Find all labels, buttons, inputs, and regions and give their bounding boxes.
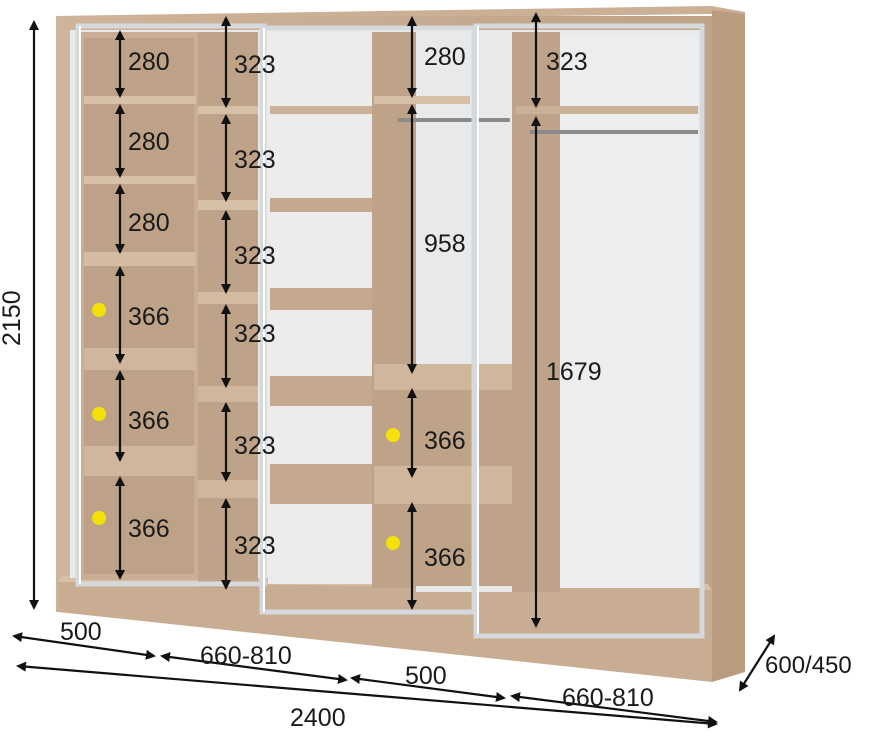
shelf	[84, 446, 196, 476]
col3-height-3: 366	[424, 427, 466, 455]
col4-height-2: 1679	[546, 358, 602, 386]
shelf	[84, 252, 196, 266]
middle-section	[268, 34, 372, 584]
marker-dot	[92, 511, 106, 525]
width-dimension-arrows	[12, 632, 776, 729]
column-2	[198, 32, 258, 588]
bottom-panel	[560, 588, 700, 606]
col2-height-5: 323	[234, 432, 276, 460]
hanging-rail	[530, 130, 698, 134]
depth-label: 600/450	[765, 652, 852, 679]
width-label-3: 500	[405, 662, 447, 690]
shelf	[84, 96, 196, 104]
col2-height-6: 323	[234, 532, 276, 560]
col3-height-4: 366	[424, 544, 466, 572]
col2-height-1: 323	[234, 51, 276, 79]
shelf	[374, 466, 512, 504]
col2-height-3: 323	[234, 242, 276, 270]
shelf	[270, 464, 372, 504]
marker-dot	[92, 303, 106, 317]
shelf	[270, 106, 372, 114]
sliding-door-frames	[75, 23, 705, 639]
col3-height-1: 280	[424, 43, 466, 71]
shelf	[374, 96, 470, 104]
column-3	[372, 32, 512, 592]
col4-height-1: 323	[546, 48, 588, 76]
shelf	[270, 376, 372, 406]
marker-dot	[386, 536, 400, 550]
total-width-label: 2400	[290, 704, 346, 732]
col2-height-2: 323	[234, 146, 276, 174]
total-height-label: 2150	[0, 290, 26, 346]
dimension-labels: 2150 280 280 280 366 366 366 323 323 323…	[0, 43, 852, 732]
shelf	[198, 386, 258, 402]
col1-height-6: 366	[128, 515, 170, 543]
shelf	[270, 198, 372, 212]
markers	[92, 303, 400, 550]
vertical-dimension-arrows	[29, 11, 541, 628]
col1-height-1: 280	[128, 48, 170, 76]
shelf	[374, 364, 512, 390]
shelf	[270, 288, 372, 310]
shelf	[516, 106, 698, 114]
marker-dot	[386, 428, 400, 442]
col2-height-4: 323	[234, 320, 276, 348]
col1-height-4: 366	[128, 303, 170, 331]
column-4	[512, 32, 700, 606]
shelf	[84, 348, 196, 370]
shelf	[198, 292, 258, 304]
marker-dot	[92, 407, 106, 421]
shelf	[198, 480, 258, 498]
shelf	[198, 106, 258, 114]
column-1	[76, 32, 198, 580]
col3-height-2: 958	[424, 230, 466, 258]
hanging-rail	[398, 118, 510, 122]
width-label-4: 660-810	[562, 684, 654, 712]
width-label-2: 660-810	[200, 642, 292, 670]
col1-height-2: 280	[128, 128, 170, 156]
plinth	[58, 582, 712, 682]
col1-height-5: 366	[128, 407, 170, 435]
right-side-panel	[712, 10, 745, 682]
col1-height-3: 280	[128, 209, 170, 237]
width-label-1: 500	[60, 618, 102, 646]
shelf	[198, 200, 258, 210]
door-frame-right	[473, 23, 705, 639]
shelf	[84, 176, 196, 184]
